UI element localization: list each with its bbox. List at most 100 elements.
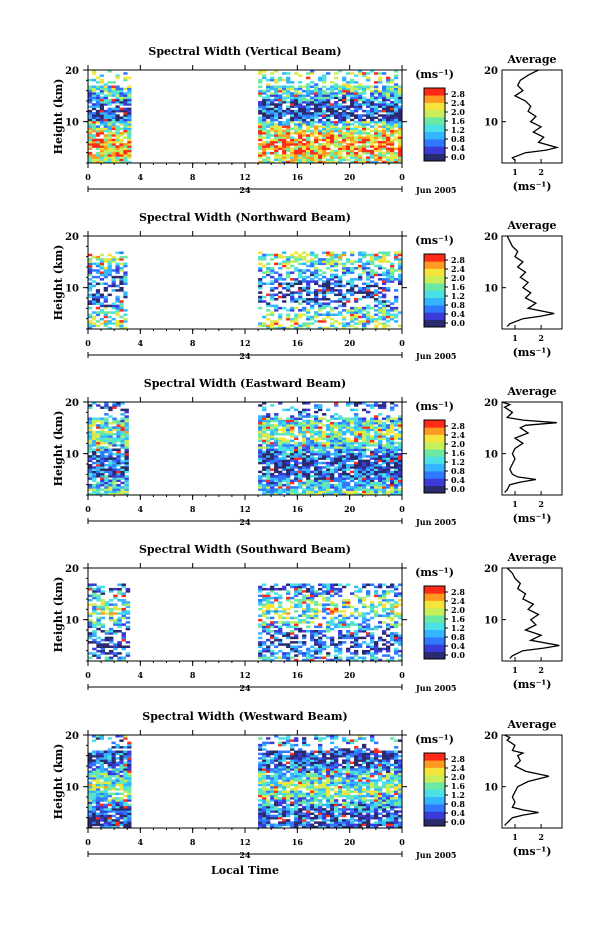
heatmap-cell — [322, 149, 327, 153]
heatmap-cell — [326, 105, 331, 108]
heatmap-cell — [358, 267, 363, 270]
heatmap-cell — [286, 417, 291, 421]
heatmap-cell — [95, 271, 101, 274]
heatmap-cell — [398, 125, 403, 128]
heatmap-cell — [278, 313, 283, 317]
heatmap-cell — [362, 315, 367, 319]
heatmap-cell — [326, 96, 331, 100]
heatmap-cell — [334, 605, 339, 609]
heatmap-cell — [330, 143, 335, 146]
heatmap-cell — [286, 271, 291, 274]
heatmap-cell — [394, 649, 399, 653]
heatmap-cell — [95, 96, 101, 100]
heatmap-cell — [124, 464, 129, 467]
heatmap-cell — [338, 623, 343, 626]
heatmap-cell — [88, 448, 93, 452]
heatmap-cell — [366, 643, 371, 646]
heatmap-cell — [330, 120, 335, 124]
heatmap-cell — [378, 151, 383, 155]
heatmap-cell — [386, 87, 391, 91]
heatmap-cell — [374, 87, 379, 91]
heatmap-cell — [362, 255, 367, 259]
heatmap-cell — [370, 149, 375, 153]
heatmap-cell — [282, 459, 287, 463]
heatmap-cell — [338, 415, 343, 418]
heatmap-cell — [346, 430, 351, 434]
heatmap-cell — [314, 656, 319, 660]
heatmap-cell — [334, 92, 339, 95]
heatmap-cell — [124, 439, 129, 443]
heatmap-cell — [310, 89, 315, 93]
heatmap-cell — [386, 441, 391, 445]
heatmap-cell — [358, 402, 363, 405]
heatmap-cell — [92, 490, 97, 494]
heatmap-cell — [103, 295, 108, 299]
heatmap-cell — [354, 145, 359, 148]
average-title: Average — [506, 219, 556, 232]
heatmap-cell — [394, 601, 399, 604]
heatmap-cell — [123, 156, 128, 159]
heatmap-cell — [338, 468, 343, 471]
heatmap-cell — [358, 118, 363, 122]
heatmap-cell — [358, 450, 363, 454]
heatmap-cell — [330, 587, 335, 591]
heatmap-cell — [382, 492, 387, 496]
heatmap-cell — [274, 437, 279, 440]
heatmap-cell — [123, 151, 128, 155]
heatmap-cell — [326, 136, 331, 139]
heatmap-cell — [342, 136, 347, 139]
heatmap-cell — [346, 464, 351, 467]
heatmap-cell — [306, 408, 311, 412]
heatmap-cell — [362, 618, 367, 622]
heatmap-cell — [318, 450, 323, 454]
heatmap-cell — [282, 89, 287, 93]
heatmap-cell — [92, 452, 97, 456]
heatmap-cell — [370, 488, 375, 491]
heatmap-cell — [314, 450, 319, 454]
heatmap-cell — [266, 466, 271, 469]
heatmap-cell — [262, 103, 267, 106]
heatmap-cell — [103, 94, 108, 97]
heatmap-cell — [386, 426, 391, 429]
heatmap-cell — [306, 253, 311, 257]
heatmap-cell — [334, 470, 339, 474]
heatmap-cell — [96, 444, 101, 447]
heatmap-cell — [342, 610, 347, 613]
heatmap-cell — [358, 599, 363, 602]
heatmap-cell — [370, 269, 375, 272]
heatmap-cell — [338, 160, 343, 164]
heatmap-cell — [334, 273, 339, 277]
heatmap-cell — [334, 656, 339, 660]
heatmap-cell — [286, 408, 291, 412]
heatmap-cell — [350, 78, 355, 82]
heatmap-cell — [314, 320, 319, 323]
heatmap-cell — [306, 470, 311, 474]
heatmap-cell — [354, 158, 359, 162]
heatmap-cell — [95, 300, 101, 303]
heatmap-cell — [95, 264, 101, 268]
heatmap-cell — [314, 459, 319, 463]
heatmap-cell — [370, 145, 375, 148]
heatmap-cell — [398, 105, 403, 108]
heatmap-cell — [115, 267, 120, 270]
heatmap-cell — [314, 470, 319, 474]
heatmap-cell — [306, 446, 311, 449]
heatmap-cell — [95, 311, 101, 314]
heatmap-cell — [306, 402, 311, 405]
heatmap-cell — [342, 603, 347, 606]
heatmap-cell — [362, 320, 367, 323]
heatmap-cell — [390, 317, 395, 321]
heatmap-cell — [262, 466, 267, 469]
heatmap-cell — [350, 291, 355, 294]
heatmap-cell — [366, 136, 371, 139]
heatmap-cell — [282, 286, 287, 290]
heatmap-cell — [111, 322, 116, 325]
heatmap-cell — [290, 320, 295, 323]
heatmap-cell — [88, 264, 93, 268]
heatmap-cell — [318, 94, 323, 97]
heatmap-cell — [322, 320, 327, 323]
heatmap-cell — [92, 594, 97, 598]
heatmap-cell — [270, 120, 275, 124]
heatmap-cell — [116, 435, 121, 438]
heatmap-cell — [120, 475, 125, 478]
